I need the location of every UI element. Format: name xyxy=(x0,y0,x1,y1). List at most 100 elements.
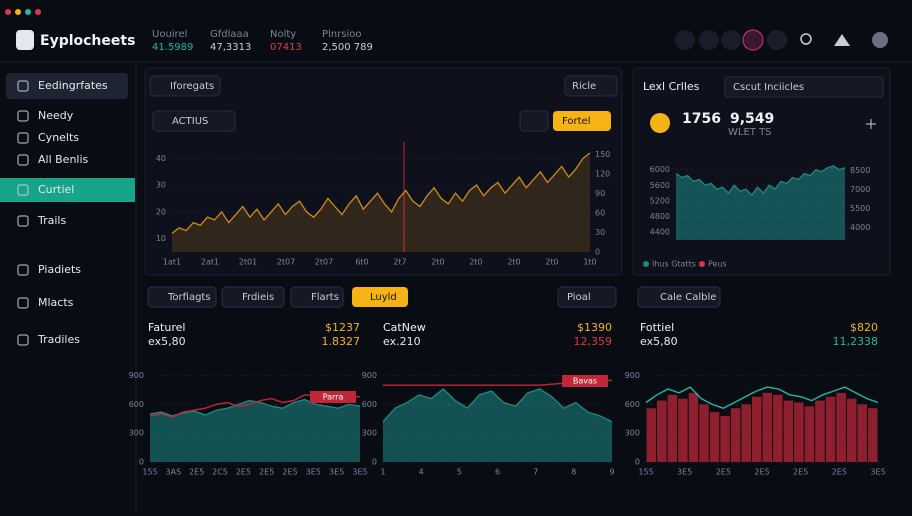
x-tick-label: 155 xyxy=(142,468,157,477)
nav-highlight xyxy=(6,73,128,99)
stat-value: 07413 xyxy=(270,42,302,53)
x-tick-label: 2t0 xyxy=(507,258,520,267)
user-icon[interactable] xyxy=(834,34,850,46)
tab-button[interactable] xyxy=(290,286,344,308)
dropdown[interactable] xyxy=(564,75,618,97)
window-dot xyxy=(15,9,21,15)
nav-icon xyxy=(17,184,29,196)
y2-tick-label: 60 xyxy=(595,209,605,218)
nav-icon xyxy=(17,264,29,276)
y-tick-label: 0 xyxy=(635,458,640,467)
icon-button[interactable] xyxy=(767,30,787,50)
bar xyxy=(846,398,857,462)
line xyxy=(382,388,613,423)
window-dot xyxy=(5,9,11,15)
search-icon[interactable] xyxy=(800,33,812,45)
avatar[interactable] xyxy=(872,32,888,48)
y-tick-label: 600 xyxy=(362,400,377,409)
nav-icon xyxy=(17,110,29,122)
icon-button[interactable] xyxy=(721,30,741,50)
coin-value: 1756 xyxy=(682,111,721,127)
nav-item[interactable]: Tradiles xyxy=(37,333,80,346)
nav-item[interactable]: Cynelts xyxy=(38,131,79,144)
y2-tick-label: 5500 xyxy=(850,204,870,213)
y2-tick-label: 150 xyxy=(595,150,610,159)
x-tick-label: 6t0 xyxy=(355,258,368,267)
x-tick-label: 1t0 xyxy=(583,258,596,267)
x-tick-label: 2E5 xyxy=(189,468,204,477)
nav-item[interactable]: All Benlis xyxy=(38,153,89,166)
nav-icon xyxy=(17,154,29,166)
dropdown[interactable] xyxy=(152,110,236,132)
nav-icon xyxy=(17,334,29,346)
bar xyxy=(678,398,688,462)
icon-button[interactable] xyxy=(675,30,695,50)
panel-title: Lexl Crlles xyxy=(643,80,700,93)
tab-button[interactable] xyxy=(221,286,285,308)
action-button[interactable] xyxy=(352,287,408,307)
nav-icon xyxy=(17,215,29,227)
panel-price: $1237 xyxy=(325,321,360,334)
nav-item[interactable]: Curtiel xyxy=(38,183,74,196)
y-tick-label: 300 xyxy=(625,429,640,438)
nav-item[interactable]: Eedingrfates xyxy=(38,79,108,92)
panel-title: Faturel xyxy=(148,321,185,334)
tab-button[interactable] xyxy=(149,75,221,97)
x-tick-label: 3AS xyxy=(166,468,182,477)
nav-item[interactable]: Needy xyxy=(38,109,74,122)
x-tick-label: 7 xyxy=(533,468,538,477)
y-tick-label: 5200 xyxy=(650,196,670,205)
panel-subtitle: ex.210 xyxy=(383,335,421,348)
x-tick-label: 2t0 xyxy=(469,258,482,267)
x-tick-label: 3E5 xyxy=(352,468,367,477)
panel-subtitle: ex5,80 xyxy=(640,335,678,348)
y-tick-label: 900 xyxy=(129,371,144,380)
nav-item[interactable]: Trails xyxy=(37,214,66,227)
logo-icon xyxy=(16,30,34,50)
panel-change: 11,2338 xyxy=(833,335,879,348)
y2-tick-label: 0 xyxy=(595,248,600,257)
dropdown[interactable] xyxy=(519,110,549,132)
x-tick-label: 5 xyxy=(457,468,462,477)
dropdown[interactable] xyxy=(557,286,617,308)
add-icon[interactable] xyxy=(866,119,876,129)
legend-dot xyxy=(699,261,705,267)
nav-item[interactable]: Mlacts xyxy=(38,296,74,309)
x-tick-label: 2E5 xyxy=(282,468,297,477)
x-tick-label: 6 xyxy=(495,468,500,477)
dropdown[interactable] xyxy=(724,76,884,98)
logo: Eyplocheets xyxy=(40,33,135,49)
x-tick-label: 2at1 xyxy=(201,258,219,267)
y-tick-label: 0 xyxy=(372,458,377,467)
bar xyxy=(815,400,825,462)
window-dot xyxy=(35,9,41,15)
y-tick-label: 4400 xyxy=(650,228,670,237)
window-dot xyxy=(25,9,31,15)
bar xyxy=(720,415,730,462)
price-sub: WLET TS xyxy=(728,127,772,138)
bar xyxy=(783,400,794,462)
line xyxy=(149,398,361,417)
y2-tick-label: 30 xyxy=(595,228,605,237)
x-tick-label: 2C5 xyxy=(212,468,228,477)
x-tick-label: 2E5 xyxy=(793,468,808,477)
bar xyxy=(773,394,783,462)
bar xyxy=(825,396,836,462)
y-tick-label: 5600 xyxy=(650,181,670,190)
nav-item[interactable]: Piadiets xyxy=(38,263,81,276)
x-tick-label: 1at1 xyxy=(163,258,181,267)
stat-value: 47,3313 xyxy=(210,42,251,53)
bar xyxy=(667,394,678,462)
x-tick-label: 2E5 xyxy=(716,468,731,477)
y-tick-label: 6000 xyxy=(650,165,670,174)
nav-icon xyxy=(17,132,29,144)
line xyxy=(675,165,846,197)
action-button[interactable] xyxy=(553,111,611,131)
icon-button[interactable] xyxy=(742,29,764,51)
tab-label: Flarts xyxy=(311,292,339,303)
stat-value: 2,500 789 xyxy=(322,42,373,53)
tab-button[interactable] xyxy=(147,286,217,308)
panel-change: 12,359 xyxy=(574,335,613,348)
icon-button[interactable] xyxy=(699,30,719,50)
tab-button[interactable] xyxy=(637,286,721,308)
